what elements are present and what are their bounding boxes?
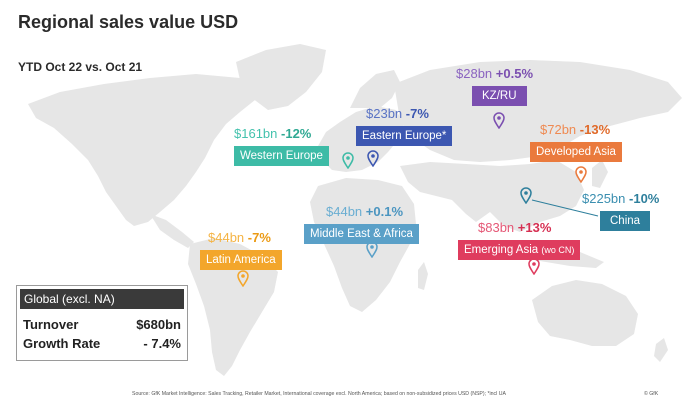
region-eastern-europe-label: Eastern Europe* <box>356 126 453 146</box>
region-latin-america-value: $44bn <box>208 230 245 245</box>
region-china-value: $225bn <box>582 191 626 206</box>
land-japan <box>592 160 608 188</box>
region-kz-ru-label: KZ/RU <box>472 86 527 106</box>
region-western-europe-value-line: $161bn -12% <box>234 126 329 142</box>
region-china-leader-line <box>531 199 599 217</box>
region-middle-east-africa-change: +0.1% <box>365 204 404 219</box>
region-kz-ru-value-line: $28bn +0.5% <box>456 66 533 82</box>
region-western-europe-pin-icon <box>342 152 354 169</box>
region-china-label: China <box>600 211 651 231</box>
land-greenland <box>236 44 326 110</box>
region-developed-asia-value-line: $72bn -13% <box>540 122 622 138</box>
source-note: Source: GfK Market Intelligence: Sales T… <box>132 391 506 397</box>
land-south-america <box>188 238 278 376</box>
land-north-america <box>28 74 262 226</box>
region-latin-america: $44bn -7% Latin America <box>200 230 282 270</box>
region-eastern-europe-value-line: $23bn -7% <box>366 106 452 122</box>
region-kz-ru-change: +0.5% <box>495 66 534 81</box>
region-emerging-asia-label-name: Emerging Asia <box>464 244 539 256</box>
land-russia <box>394 60 682 162</box>
land-scandinavia <box>350 70 400 108</box>
region-eastern-europe-pin-icon <box>367 150 379 167</box>
region-western-europe-label: Western Europe <box>234 146 329 166</box>
region-developed-asia-label: Developed Asia <box>530 142 622 162</box>
region-emerging-asia-value-line: $83bn +13% <box>478 220 580 236</box>
region-developed-asia-value: $72bn <box>540 122 577 137</box>
page-subtitle: YTD Oct 22 vs. Oct 21 <box>18 60 143 74</box>
land-australia <box>532 280 638 346</box>
land-central-america <box>150 214 194 248</box>
region-kz-ru-pin-icon <box>493 112 505 129</box>
region-china-change: -10% <box>629 191 660 206</box>
region-china-value-line: $225bn -10% <box>582 191 659 207</box>
region-latin-america-change: -7% <box>247 230 271 245</box>
region-eastern-europe-change: -7% <box>405 106 429 121</box>
region-latin-america-value-line: $44bn -7% <box>208 230 282 246</box>
growth-rate-row: Growth Rate - 7.4% <box>23 336 181 352</box>
turnover-value: $680bn <box>136 317 181 332</box>
region-western-europe-value: $161bn <box>234 126 278 141</box>
land-madagascar <box>418 262 428 290</box>
page-title: Regional sales value USD <box>18 12 239 32</box>
region-kz-ru: $28bn +0.5% KZ/RU <box>456 66 533 106</box>
region-latin-america-pin-icon <box>237 270 249 287</box>
region-developed-asia-pin-icon <box>575 166 587 183</box>
region-emerging-asia-change: +13% <box>517 220 552 235</box>
region-middle-east-africa-value-line: $44bn +0.1% <box>326 204 419 220</box>
region-emerging-asia: $83bn +13% Emerging Asia (wo CN) <box>458 220 581 260</box>
region-emerging-asia-label-suffix: (wo CN) <box>541 245 575 255</box>
growth-rate-value: - 7.4% <box>143 336 181 351</box>
region-western-europe: $161bn -12% Western Europe <box>234 126 329 166</box>
region-china: $225bn -10% China <box>582 191 659 231</box>
turnover-row: Turnover $680bn <box>23 317 181 333</box>
region-western-europe-change: -12% <box>281 126 312 141</box>
global-summary-box: Global (excl. NA) Turnover $680bn Growth… <box>16 285 188 361</box>
region-eastern-europe: $23bn -7% Eastern Europe* <box>356 106 453 146</box>
region-middle-east-africa-value: $44bn <box>326 204 363 219</box>
land-new-zealand <box>654 338 668 362</box>
region-developed-asia-change: -13% <box>579 122 611 137</box>
global-summary-header: Global (excl. NA) <box>20 289 184 309</box>
region-china-pin-icon <box>520 187 532 204</box>
region-middle-east-africa-pin-icon <box>366 241 378 258</box>
region-emerging-asia-label: Emerging Asia (wo CN) <box>458 240 581 260</box>
growth-rate-label: Growth Rate <box>23 336 101 351</box>
land-africa <box>310 178 416 312</box>
turnover-label: Turnover <box>23 317 79 332</box>
region-eastern-europe-value: $23bn <box>366 106 403 121</box>
region-emerging-asia-value: $83bn <box>478 220 515 235</box>
region-latin-america-label: Latin America <box>200 250 282 270</box>
region-emerging-asia-pin-icon <box>528 258 540 275</box>
region-middle-east-africa-label: Middle East & Africa <box>304 224 419 244</box>
region-middle-east-africa: $44bn +0.1% Middle East & Africa <box>304 204 419 244</box>
region-developed-asia: $72bn -13% Developed Asia <box>530 122 622 162</box>
copyright: © GfK <box>644 391 659 397</box>
land-asia-south <box>400 160 584 232</box>
region-kz-ru-value: $28bn <box>456 66 493 81</box>
